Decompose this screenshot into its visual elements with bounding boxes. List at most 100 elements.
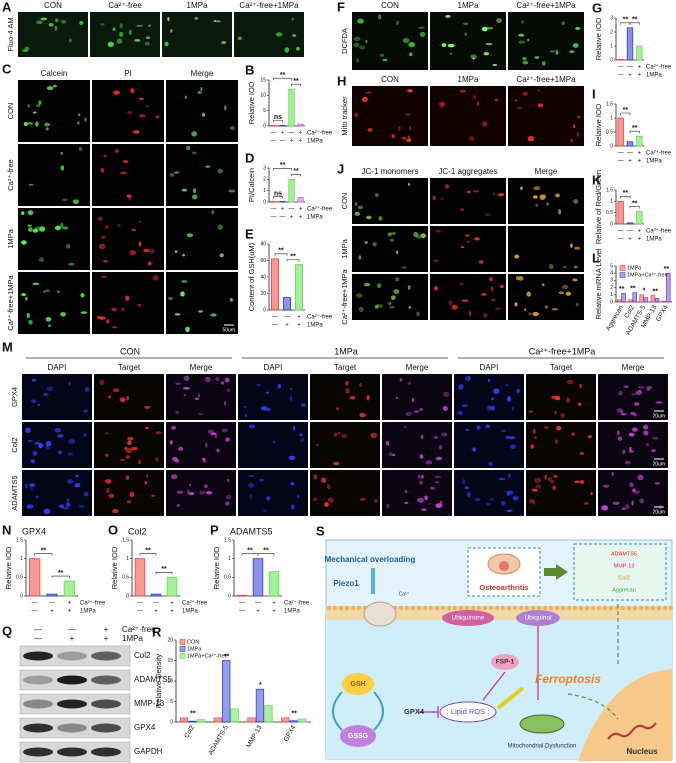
cell — [488, 461, 493, 467]
cell — [486, 26, 494, 30]
cell — [138, 97, 144, 101]
bar — [289, 720, 298, 723]
condition-label: 1MPa — [646, 237, 662, 243]
cell — [221, 428, 228, 433]
cell — [175, 382, 181, 386]
lipid-head — [356, 605, 362, 611]
cell — [353, 42, 360, 48]
cell — [126, 194, 132, 198]
cell — [33, 111, 37, 114]
cell — [225, 494, 232, 500]
cell — [21, 211, 25, 216]
cell — [147, 261, 152, 266]
lipid-head — [530, 605, 536, 611]
y-tick-label: 20 — [167, 637, 173, 643]
sig-label: ** — [278, 248, 284, 255]
condition-mark: + — [104, 625, 109, 634]
cell — [144, 405, 151, 409]
lipid-ros-shape — [439, 701, 497, 723]
cell — [290, 387, 293, 390]
panel-letter: P — [210, 522, 219, 537]
cell — [43, 508, 51, 514]
dna — [607, 722, 657, 740]
y-axis-label: Relative of Red/Green — [594, 170, 603, 244]
bar — [281, 717, 290, 723]
condition-label: 1MPa — [307, 323, 323, 329]
column-label: JC-1 monomers — [362, 167, 419, 176]
cell — [491, 397, 494, 401]
column-label: PI — [124, 69, 132, 78]
cell — [174, 250, 178, 253]
sig-label: ** — [145, 548, 151, 555]
cell — [44, 122, 51, 127]
cell — [164, 41, 169, 47]
bar — [626, 222, 634, 225]
cell — [444, 184, 450, 189]
condition-mark: — — [289, 131, 295, 137]
cell — [472, 190, 480, 193]
cell — [544, 305, 549, 309]
cell — [512, 495, 519, 501]
blot-strip — [19, 717, 131, 739]
lipid-head — [584, 605, 590, 611]
cell — [482, 121, 488, 127]
cell — [300, 438, 305, 443]
y-tick-label: 2 — [263, 177, 266, 183]
cell — [511, 406, 515, 411]
cell — [186, 489, 190, 495]
row-label: Ca²⁺-free+1MPa — [340, 268, 349, 324]
cell — [489, 277, 493, 282]
lipid-head — [620, 605, 626, 611]
bar — [270, 201, 277, 203]
micrograph — [352, 86, 428, 146]
cell — [220, 381, 224, 385]
panel-letter: N — [2, 522, 11, 537]
cell — [84, 387, 90, 392]
lipid-head — [338, 605, 344, 611]
cell — [357, 18, 364, 24]
panel-letter: K — [592, 172, 602, 187]
condition-mark: + — [297, 315, 301, 321]
bar — [264, 705, 273, 723]
cell — [43, 393, 49, 396]
x-tick-label: MMP-13 — [245, 724, 264, 749]
micrograph — [238, 470, 308, 516]
cell — [566, 397, 570, 403]
sig-bracket — [273, 196, 283, 199]
cell — [624, 504, 630, 510]
column-label: Ca²⁺-free+1MPa — [516, 1, 576, 10]
cell — [193, 188, 196, 194]
cell — [632, 488, 636, 493]
cell — [622, 449, 626, 455]
lipid-head — [458, 605, 464, 611]
column-label: DAPI — [480, 363, 499, 372]
cell — [60, 222, 64, 229]
cell — [435, 229, 442, 233]
sig-label: ** — [58, 570, 64, 577]
schematic-label: Aggrecan — [612, 587, 636, 593]
cell — [258, 478, 264, 482]
blot-band — [91, 651, 121, 661]
bar — [46, 593, 58, 597]
cell — [445, 14, 451, 18]
cell — [385, 440, 390, 446]
cell — [155, 457, 159, 462]
cell — [459, 282, 464, 286]
cell — [321, 477, 327, 483]
sig-bracket — [139, 553, 157, 556]
lipid-head — [500, 605, 506, 611]
cell — [459, 89, 466, 93]
cell — [28, 183, 34, 186]
cell — [144, 41, 150, 46]
condition-mark: — — [618, 229, 624, 235]
ubiquinol-shape — [516, 610, 560, 626]
sig-label: * — [643, 288, 646, 295]
blot-band — [23, 675, 53, 685]
cell — [216, 448, 220, 453]
micrograph — [508, 226, 584, 272]
lipid-head — [608, 605, 614, 611]
cell — [575, 302, 579, 307]
condition-mark: + — [638, 159, 642, 165]
cell — [67, 452, 73, 456]
cell — [83, 433, 87, 437]
